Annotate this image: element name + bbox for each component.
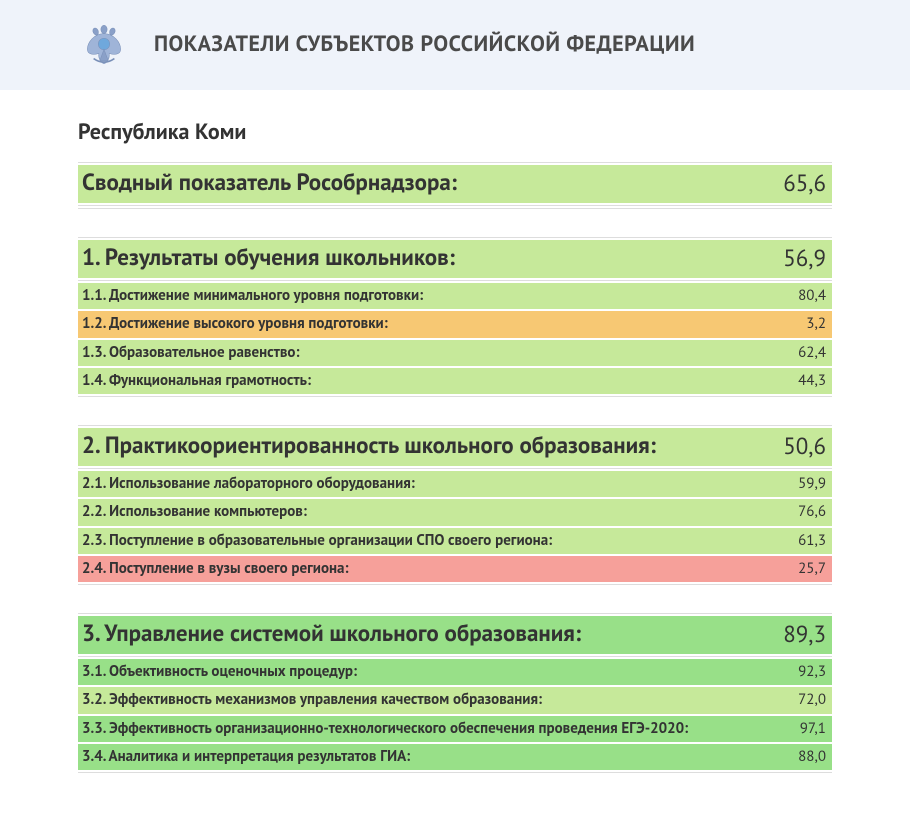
indicator-row: 3.1. Объективность оценочных процедур:92…	[78, 659, 832, 685]
region-title: Республика Коми	[78, 118, 832, 146]
section-head-label: 3. Управление системой школьного образов…	[82, 620, 776, 649]
section-head-row: 2. Практикоориентированность школьного о…	[78, 428, 832, 466]
section-head-label: 1. Результаты обучения школьников:	[82, 244, 776, 273]
section-spacer	[78, 209, 832, 237]
indicator-label: 1.1. Достижение минимального уровня подг…	[82, 286, 776, 306]
indicator-value: 80,4	[776, 286, 826, 305]
section-head-row: 1. Результаты обучения школьников:56,9	[78, 240, 832, 278]
indicator-row: 3.2. Эффективность механизмов управления…	[78, 687, 832, 713]
indicator-label: 3.1. Объективность оценочных процедур:	[82, 662, 776, 682]
header-band: ПОКАЗАТЕЛИ СУБЪЕКТОВ РОССИЙСКОЙ ФЕДЕРАЦИ…	[0, 0, 910, 90]
section-divider	[78, 468, 832, 469]
indicator-row: 3.3. Эффективность организационно-технол…	[78, 716, 832, 742]
section-spacer	[78, 585, 832, 613]
section-divider	[78, 656, 832, 657]
indicator-label: 1.2. Достижение высокого уровня подготов…	[82, 314, 776, 334]
indicator-label: 2.4. Поступление в вузы своего региона:	[82, 559, 776, 579]
indicator-value: 92,3	[776, 662, 826, 681]
indicator-row: 1.2. Достижение высокого уровня подготов…	[78, 311, 832, 337]
emblem-icon	[78, 18, 130, 70]
indicator-value: 59,9	[776, 474, 826, 493]
indicator-label: 3.3. Эффективность организационно-технол…	[82, 719, 776, 739]
section-head-value: 56,9	[776, 244, 826, 273]
section-divider	[78, 237, 832, 238]
indicator-row: 1.1. Достижение минимального уровня подг…	[78, 283, 832, 309]
indicator-label: 2.1. Использование лабораторного оборудо…	[82, 474, 776, 494]
indicator-value: 62,4	[776, 343, 826, 362]
section-spacer	[78, 397, 832, 425]
indicator-value: 76,6	[776, 502, 826, 521]
indicator-value: 3,2	[776, 314, 826, 333]
section-head-value: 65,6	[776, 169, 826, 198]
indicator-label: 3.4. Аналитика и интерпретация результат…	[82, 747, 776, 767]
section-divider	[78, 613, 832, 614]
content: Республика Коми Сводный показатель Рособ…	[0, 90, 910, 813]
section-divider	[78, 205, 832, 206]
indicator-row: 1.3. Образовательное равенство:62,4	[78, 340, 832, 366]
sections-host: Сводный показатель Рособрнадзора:65,6 1. …	[78, 162, 832, 773]
indicator-value: 72,0	[776, 690, 826, 709]
indicator-row: 2.1. Использование лабораторного оборудо…	[78, 471, 832, 497]
indicator-row: 2.4. Поступление в вузы своего региона:2…	[78, 556, 832, 582]
section-divider	[78, 772, 832, 773]
section-divider	[78, 162, 832, 163]
page: ПОКАЗАТЕЛИ СУБЪЕКТОВ РОССИЙСКОЙ ФЕДЕРАЦИ…	[0, 0, 910, 813]
indicator-label: 2.3. Поступление в образовательные орган…	[82, 531, 776, 551]
section-head-label: Сводный показатель Рособрнадзора:	[82, 169, 776, 198]
indicator-row: 2.2. Использование компьютеров:76,6	[78, 499, 832, 525]
indicator-value: 44,3	[776, 371, 826, 390]
indicator-value: 61,3	[776, 531, 826, 550]
indicator-value: 25,7	[776, 559, 826, 578]
indicator-label: 2.2. Использование компьютеров:	[82, 502, 776, 522]
indicator-row: 1.4. Функциональная грамотность:44,3	[78, 368, 832, 394]
indicator-value: 88,0	[776, 747, 826, 766]
indicator-value: 97,1	[776, 719, 826, 738]
indicator-row: 3.4. Аналитика и интерпретация результат…	[78, 744, 832, 770]
section-head-value: 50,6	[776, 432, 826, 461]
section-head-label: 2. Практикоориентированность школьного о…	[82, 432, 776, 461]
section-head-row: Сводный показатель Рособрнадзора:65,6	[78, 165, 832, 203]
section-divider	[78, 425, 832, 426]
section-head-row: 3. Управление системой школьного образов…	[78, 616, 832, 654]
indicator-label: 1.3. Образовательное равенство:	[82, 343, 776, 363]
indicator-row: 2.3. Поступление в образовательные орган…	[78, 528, 832, 554]
indicator-label: 1.4. Функциональная грамотность:	[82, 371, 776, 391]
page-title: ПОКАЗАТЕЛИ СУБЪЕКТОВ РОССИЙСКОЙ ФЕДЕРАЦИ…	[154, 30, 695, 58]
section-head-value: 89,3	[776, 620, 826, 649]
indicator-label: 3.2. Эффективность механизмов управления…	[82, 690, 776, 710]
section-divider	[78, 280, 832, 281]
